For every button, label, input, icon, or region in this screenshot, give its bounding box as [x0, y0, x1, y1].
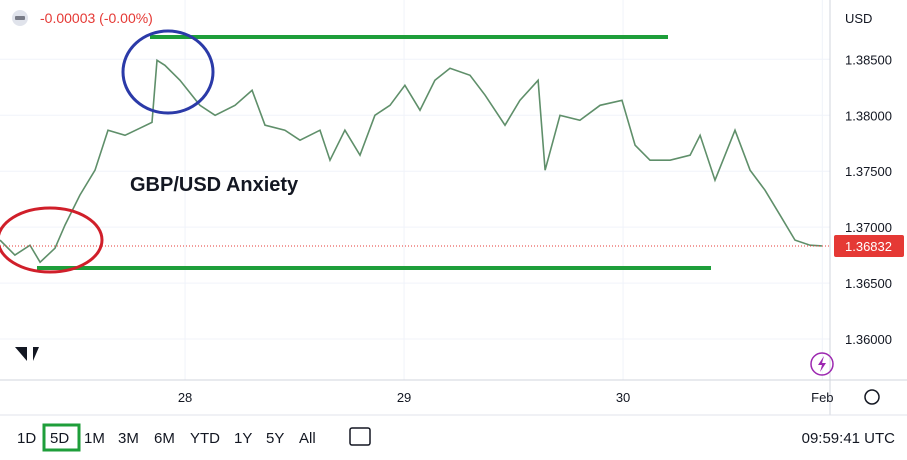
tv-logo: [15, 347, 39, 361]
highlight-circle: [0, 206, 104, 274]
x-tick-label: 30: [616, 390, 630, 405]
price-line: [0, 58, 822, 264]
y-tick-label: 1.36500: [845, 276, 892, 291]
change-label: -0.00003 (-0.00%): [40, 10, 153, 26]
y-tick-label: 1.37000: [845, 220, 892, 235]
y-tick-label: 1.38000: [845, 108, 892, 123]
range-button[interactable]: YTD: [190, 430, 220, 447]
range-button[interactable]: 1Y: [234, 430, 252, 447]
active-range-box: [42, 423, 81, 452]
annotation: GBP/USD Anxiety: [130, 174, 299, 196]
range-button[interactable]: 5Y: [266, 430, 284, 447]
range-button[interactable]: 1M: [84, 430, 105, 447]
y-tick-label: 1.36000: [845, 332, 892, 347]
currency[interactable]: USD: [845, 11, 872, 26]
current-price-box: [834, 234, 904, 257]
flash-glyph: [818, 356, 826, 372]
x-tick-label: Feb: [811, 390, 833, 405]
toolbar: 1D 5D 1M 3M 6M YTD 1Y 5Y All: [17, 423, 316, 452]
grid: [0, 0, 830, 380]
clock: 09:59:41 UTC: [802, 430, 896, 447]
current-price-label: 1.36832: [845, 239, 892, 254]
plot: [0, 58, 830, 264]
highlight-circle: [121, 29, 215, 115]
flash-icon[interactable]: [810, 352, 834, 376]
y-tick-label: 1.37500: [845, 164, 892, 179]
range-button[interactable]: 1D: [17, 430, 36, 447]
date-range-icon[interactable]: [349, 427, 371, 446]
range-button[interactable]: 6M: [154, 430, 175, 447]
collapse-icon: [15, 16, 25, 20]
range-button[interactable]: All: [299, 430, 316, 447]
range-button[interactable]: 3M: [118, 430, 139, 447]
settings-icon[interactable]: [864, 389, 880, 405]
range-button[interactable]: 5D: [50, 430, 69, 447]
x-tick-label: 29: [397, 390, 411, 405]
x-tick-label: 28: [178, 390, 192, 405]
y-tick-label: 1.38500: [845, 52, 892, 67]
